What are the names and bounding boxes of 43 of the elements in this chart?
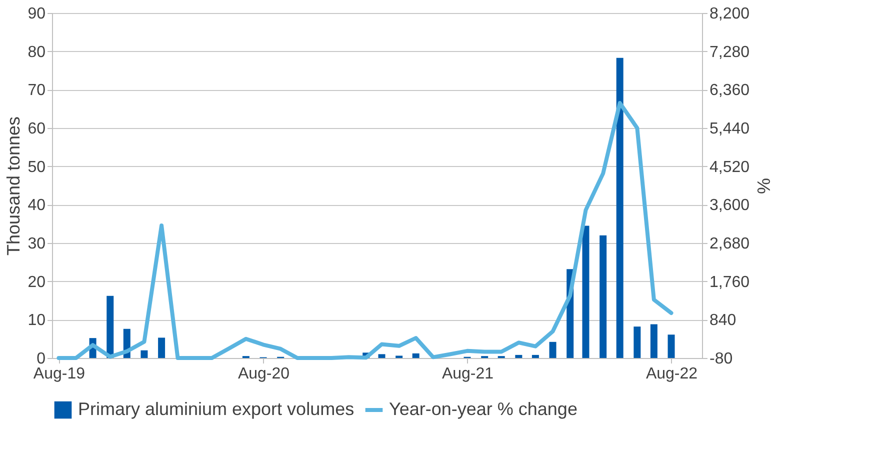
y2-tick-label: -80 xyxy=(710,350,733,368)
x-tick-label: Aug-22 xyxy=(646,366,698,382)
y2-tick-label: 2,680 xyxy=(710,236,750,252)
y-tick-label: 40 xyxy=(28,197,46,214)
bar xyxy=(378,354,386,358)
x-tick-label: Aug-19 xyxy=(33,366,86,382)
bar xyxy=(616,58,624,358)
legend-label: Primary aluminium export volumes xyxy=(78,399,354,419)
y-tick-label: 60 xyxy=(28,120,46,138)
legend-label: Year-on-year % change xyxy=(389,399,578,419)
bar xyxy=(158,338,166,358)
y-tick-label: 30 xyxy=(28,236,46,252)
y2-tick-label: 3,600 xyxy=(710,197,750,214)
bar xyxy=(532,354,539,358)
y2-tick-label: 6,360 xyxy=(710,82,750,100)
y2-tick-label: 840 xyxy=(710,312,736,330)
x-tick-label: Aug-21 xyxy=(442,366,494,382)
y-tick-label: 90 xyxy=(28,6,46,22)
x-tick-label: Aug-20 xyxy=(238,366,290,382)
bar xyxy=(515,354,522,358)
bar xyxy=(668,334,675,358)
y-tick-label: 50 xyxy=(28,158,46,176)
y2-tick-label: 4,520 xyxy=(710,158,750,176)
y-axis-title: Thousand tonnes xyxy=(4,116,24,256)
line-series xyxy=(56,101,674,360)
y-tick-label: 10 xyxy=(28,312,46,330)
y2-tick-label: 8,200 xyxy=(710,6,750,22)
bar xyxy=(412,353,420,358)
bar xyxy=(600,235,607,358)
y2-tick-label: 5,440 xyxy=(710,120,750,138)
bar xyxy=(634,326,641,358)
bar xyxy=(106,296,114,358)
y2-axis-title: % xyxy=(754,178,774,194)
bar xyxy=(549,342,556,358)
y2-tick-label: 7,280 xyxy=(710,44,750,61)
y-tick-label: 0 xyxy=(36,350,46,368)
y2-tick-label: 1,760 xyxy=(710,274,750,291)
y-tick-label: 20 xyxy=(28,274,46,291)
y-tick-label: 80 xyxy=(28,44,46,61)
bar xyxy=(582,226,590,358)
bar xyxy=(650,324,658,358)
bar xyxy=(140,350,148,358)
y-tick-label: 70 xyxy=(28,82,46,100)
